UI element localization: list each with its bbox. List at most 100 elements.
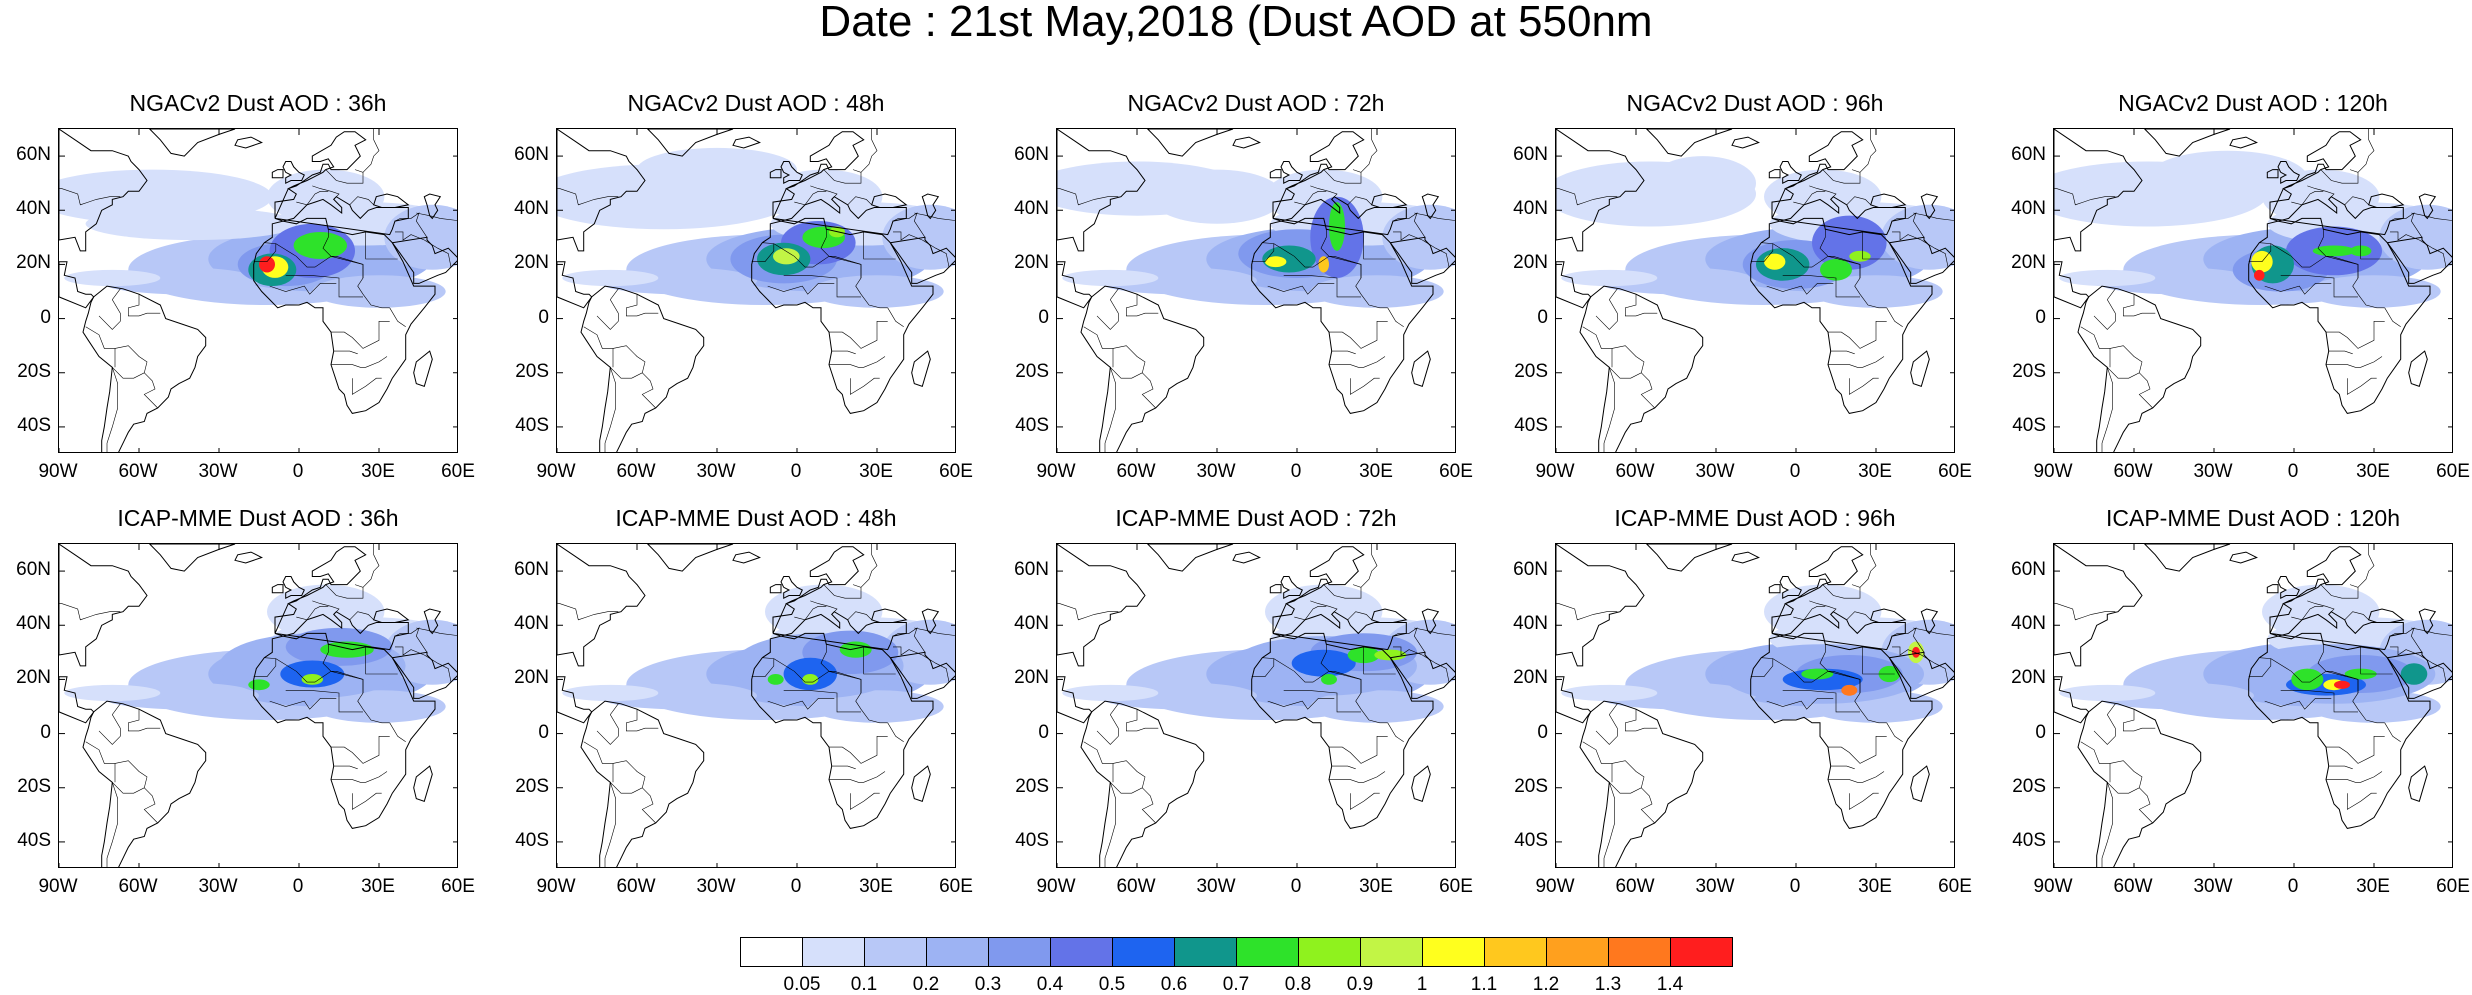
country-border: [2264, 283, 2332, 295]
country-border: [331, 321, 390, 349]
country-border: [860, 129, 878, 173]
country-border: [820, 229, 830, 257]
colorbar-swatch: [1422, 937, 1485, 967]
country-border: [85, 326, 116, 368]
colorbar-swatch: [1484, 937, 1547, 967]
aod-contour: [2291, 668, 2324, 691]
coastline-greenland: [1645, 129, 1733, 157]
map-plot: [1555, 128, 1955, 453]
lat-tick-label: 20S: [1514, 360, 1548, 382]
country-border: [2317, 644, 2327, 672]
country-border: [1828, 736, 1887, 764]
lat-tick-label: 0: [1537, 306, 1548, 328]
aod-contour: [280, 660, 345, 688]
aod-contour: [2312, 245, 2356, 257]
aod-contour: [1150, 169, 1284, 224]
lat-tick-label: 20N: [514, 252, 549, 274]
country-border: [331, 671, 364, 693]
lon-tick-label: 0: [2287, 461, 2299, 482]
country-border: [847, 611, 872, 621]
country-border: [2123, 709, 2156, 732]
dust-field: [1561, 584, 1954, 723]
aod-contour: [64, 684, 161, 702]
map-plot: [556, 128, 956, 453]
dust-field: [1062, 584, 1455, 723]
coastline-madagascar: [911, 765, 931, 802]
country-border: [2344, 196, 2369, 206]
country-border: [2317, 229, 2327, 257]
coastline-caspian: [2418, 193, 2437, 220]
aod-contour: [1764, 253, 1786, 270]
coastline-northAmerica: [2054, 544, 2143, 667]
coastline-ireland: [1269, 584, 1282, 594]
country-border: [847, 196, 872, 206]
country-border: [1126, 709, 1159, 732]
country-border: [1849, 377, 1879, 395]
colorbar-label: 1.1: [1470, 974, 1498, 995]
coastline-madagascar: [1411, 350, 1431, 387]
colorbar-label: 0.2: [912, 974, 940, 995]
country-border: [1323, 584, 1362, 599]
country-border: [863, 231, 896, 260]
country-border: [1782, 275, 1860, 298]
lon-tick-label: 60W: [616, 876, 656, 897]
country-border: [1393, 231, 1423, 241]
lat-tick-label: 60N: [514, 144, 549, 166]
country-border: [2270, 243, 2359, 268]
country-border: [1886, 307, 1903, 327]
lon-tick-label: 30W: [696, 461, 736, 482]
dust-field: [1057, 161, 1455, 308]
lat-tick-label: 20S: [515, 775, 549, 797]
country-border: [362, 129, 380, 173]
colorbar-swatch: [1298, 937, 1361, 967]
lat-tick-label: 40N: [1513, 613, 1548, 635]
country-border: [1891, 627, 1925, 653]
country-border: [1360, 129, 1378, 173]
coastline-centralAmerica: [59, 261, 95, 309]
country-border: [751, 657, 775, 677]
country-border: [1892, 231, 1922, 241]
lon-tick-label: 30W: [198, 876, 238, 897]
coastline-ireland: [1269, 169, 1282, 179]
colorbar-label: 0.4: [1036, 974, 1064, 995]
lat-tick-label: 0: [538, 721, 549, 743]
lat-tick-label: 60N: [1014, 559, 1049, 581]
coastline-africa: [253, 217, 436, 414]
country-border: [1828, 256, 1861, 278]
lon-tick-label: 60W: [2113, 461, 2153, 482]
colorbar-label: 0.8: [1284, 974, 1312, 995]
lat-tick-label: 0: [538, 306, 549, 328]
colorbar-swatch: [1236, 937, 1299, 967]
country-border: [610, 345, 646, 379]
lat-tick-label: 20S: [17, 775, 51, 797]
country-border: [394, 627, 428, 653]
colorbar-swatch: [1050, 937, 1113, 967]
coastline-centralAmerica: [1556, 261, 1592, 309]
coastline-blacksea: [2368, 608, 2405, 623]
lon-tick-label: 60W: [118, 461, 158, 482]
lon-tick-label: 30W: [2193, 876, 2233, 897]
country-border: [893, 231, 923, 241]
country-border: [296, 191, 329, 206]
country-border: [2248, 657, 2272, 677]
coastline-iberiaEurope: [1272, 131, 1365, 219]
coastline-centralAmerica: [1057, 676, 1093, 724]
lon-tick-label: 60E: [2436, 876, 2470, 897]
coastline-africa: [1750, 217, 1933, 414]
country-border: [773, 243, 862, 268]
country-border: [583, 326, 614, 368]
coastline-southAmerica: [2077, 285, 2202, 452]
coastline-europeSouth: [1272, 611, 1407, 651]
country-border: [98, 703, 121, 745]
lon-tick-label: 0: [2287, 876, 2299, 897]
coastline-britain: [282, 576, 305, 600]
lon-tick-label: 90W: [536, 461, 576, 482]
lat-tick-label: 60N: [1513, 144, 1548, 166]
lon-tick-label: 30E: [1359, 461, 1393, 482]
aod-contour: [2059, 684, 2156, 702]
country-border: [1329, 321, 1388, 349]
lon-tick-label: 0: [1290, 876, 1302, 897]
map-panel: ICAP-MME Dust AOD : 36h 60N 40N 20N 0 20S 40S 9…: [16, 505, 475, 915]
country-border: [1809, 600, 1837, 615]
country-border: [1363, 231, 1396, 260]
